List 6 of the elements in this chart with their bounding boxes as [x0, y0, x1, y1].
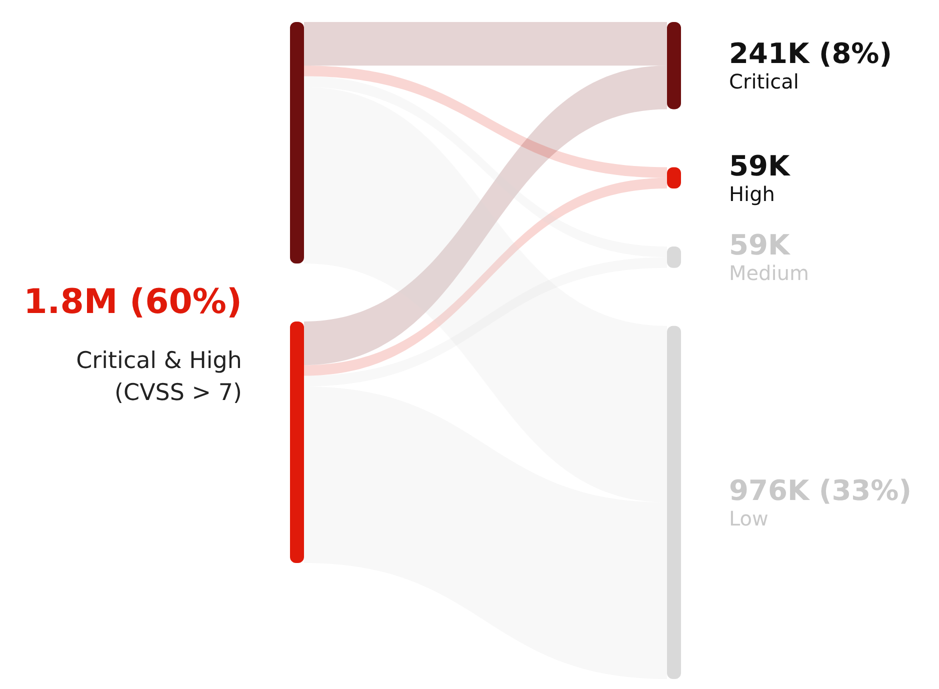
text: Critical & High (CVSS > 7) [76, 348, 242, 406]
data-label: 241K (8%) [729, 37, 892, 70]
category-label: High [729, 182, 775, 206]
data-label: 59K [729, 149, 791, 182]
text: 1.8M (60%) [24, 282, 242, 322]
category-label: Critical [729, 70, 799, 94]
